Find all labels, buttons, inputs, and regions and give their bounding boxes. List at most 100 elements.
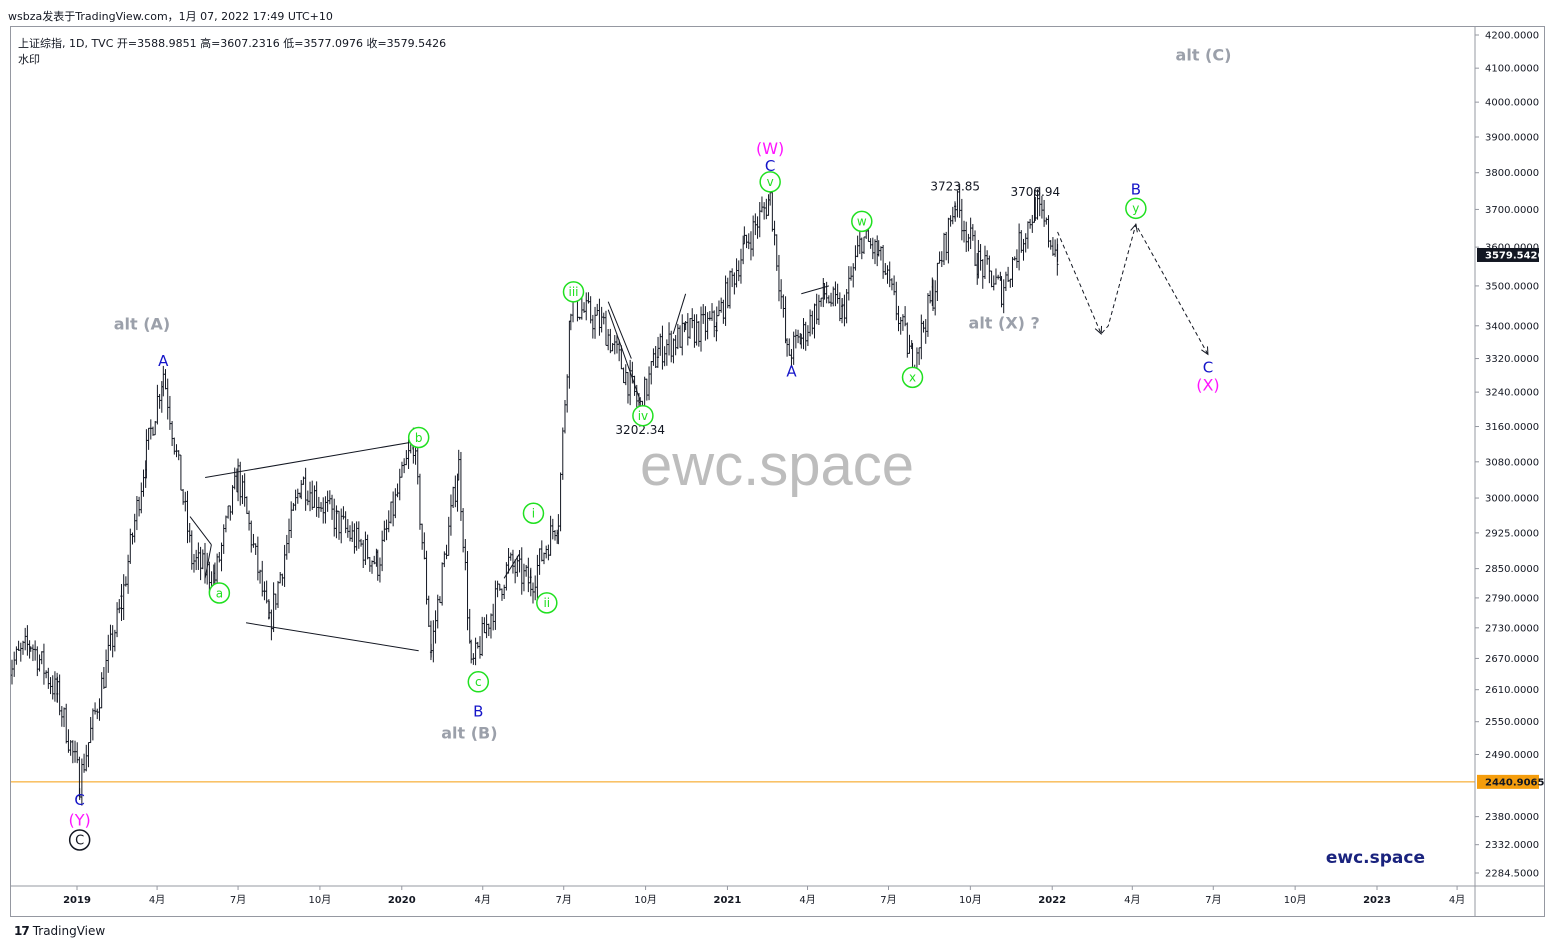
candle: [568, 320, 571, 389]
candle: [49, 677, 52, 695]
trendline[interactable]: [607, 301, 632, 359]
candle: [443, 551, 446, 568]
candle: [380, 530, 384, 572]
candle: [996, 274, 1000, 280]
candle: [102, 667, 106, 689]
time-tick-label: 10月: [309, 894, 332, 906]
candle: [26, 625, 29, 656]
wave-label[interactable]: A: [158, 352, 169, 370]
wave-label[interactable]: (X): [1196, 375, 1219, 394]
wave-label[interactable]: iv: [632, 404, 654, 427]
candle: [917, 347, 921, 365]
wave-label[interactable]: a: [208, 582, 231, 604]
candle: [544, 545, 548, 559]
wave-label[interactable]: C: [74, 791, 84, 809]
candle: [154, 421, 157, 436]
candle: [604, 310, 608, 346]
candle: [843, 294, 846, 327]
wave-label[interactable]: alt (X) ?: [969, 313, 1040, 332]
candle: [536, 554, 539, 599]
candle: [779, 279, 783, 309]
wave-label-text: w: [857, 215, 867, 229]
wave-label[interactable]: c: [467, 671, 490, 693]
wave-label[interactable]: B: [473, 702, 483, 720]
trendline[interactable]: [204, 544, 212, 579]
candle: [96, 708, 99, 720]
candle: [160, 381, 164, 413]
candle: [1051, 237, 1055, 256]
support-price-badge-bg: [1477, 774, 1539, 789]
wave-label[interactable]: C: [765, 157, 775, 175]
candle: [751, 215, 755, 257]
candle: [485, 614, 488, 639]
candle: [971, 224, 975, 241]
trendline[interactable]: [245, 622, 419, 652]
wave-label[interactable]: (W): [756, 139, 784, 158]
trendline[interactable]: [672, 293, 687, 335]
candle: [654, 345, 657, 369]
candle: [538, 548, 541, 575]
candle: [908, 334, 911, 354]
support-price-badge[interactable]: 2440.9065: [1477, 774, 1545, 789]
candle: [602, 312, 605, 325]
tradingview-footer[interactable]: 17 TradingView: [14, 924, 105, 938]
wave-label[interactable]: b: [407, 426, 430, 449]
wave-label[interactable]: y: [1125, 197, 1147, 220]
time-axis[interactable]: 2019 4月 7月 10月 2020 4月 7月 10月 2021 4月 7月 10月 2022 4月 7…: [63, 886, 1465, 906]
trendline[interactable]: [801, 285, 830, 295]
candle: [6, 657, 8, 687]
symbol-ohlc-legend[interactable]: 上证综指, 1D, TVC 开=3588.9851 高=3607.2316 低=…: [18, 37, 447, 50]
wave-label[interactable]: C: [68, 829, 91, 851]
current-price-badge[interactable]: 3579.5426: [1477, 247, 1545, 262]
wave-label-text: alt (X) ?: [969, 313, 1040, 332]
candle: [418, 473, 422, 530]
trendline[interactable]: [205, 440, 419, 479]
candle: [263, 581, 266, 601]
wave-label-circle: [407, 426, 430, 449]
trendline[interactable]: [503, 553, 520, 579]
wave-label[interactable]: C: [1203, 358, 1213, 376]
trendline[interactable]: [189, 516, 212, 545]
candle: [137, 496, 141, 517]
candle: [472, 653, 475, 665]
candle: [598, 298, 601, 336]
wave-label[interactable]: alt (A): [114, 315, 171, 334]
wave-label[interactable]: iii: [562, 281, 585, 303]
candle: [476, 641, 479, 649]
candle: [278, 572, 282, 584]
wave-label[interactable]: (Y): [69, 810, 91, 829]
candle-series[interactable]: [6, 184, 1059, 806]
wave-label-text: b: [415, 431, 423, 445]
candle: [699, 306, 703, 352]
candle: [256, 536, 260, 581]
candle: [931, 279, 935, 312]
wave-label[interactable]: v: [759, 171, 781, 193]
candle: [719, 297, 723, 313]
price-axis[interactable]: 4200.0000 4100.0000 4000.0000 3900.0000 3800…: [1475, 31, 1539, 880]
trendline[interactable]: [607, 309, 641, 401]
candle: [292, 502, 295, 511]
candle: [735, 258, 738, 288]
wave-label-text: alt (C): [1176, 46, 1232, 65]
candle: [884, 263, 887, 276]
candle: [794, 329, 798, 349]
candle: [804, 321, 807, 351]
wave-label[interactable]: A: [786, 362, 797, 380]
candle: [767, 194, 770, 216]
candle: [1002, 279, 1005, 314]
candle: [847, 266, 851, 301]
wave-label[interactable]: w: [851, 210, 873, 233]
wave-label[interactable]: B: [1131, 181, 1141, 199]
wave-label[interactable]: i: [522, 502, 545, 525]
candle: [489, 613, 493, 639]
wave-label[interactable]: x: [901, 366, 924, 389]
wave-label[interactable]: ii: [536, 592, 558, 614]
projection-path[interactable]: [1057, 223, 1209, 355]
candle: [1017, 223, 1021, 271]
wave-label[interactable]: alt (C): [1176, 46, 1232, 65]
wave-label[interactable]: alt (B): [441, 723, 497, 742]
projection-arrow: [1094, 325, 1103, 335]
candle: [326, 490, 329, 512]
